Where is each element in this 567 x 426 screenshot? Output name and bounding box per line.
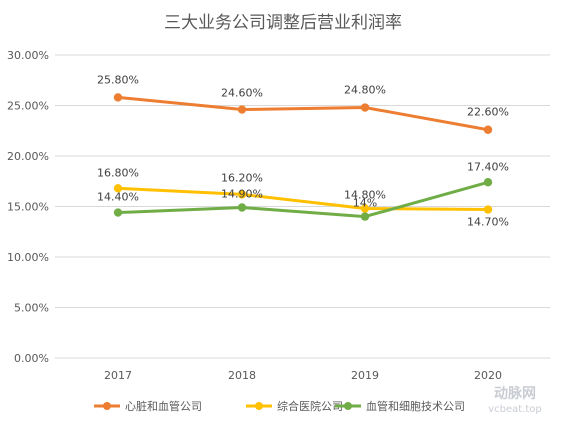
y-tick-label: 25.00% [7,100,49,113]
data-label: 14.90% [221,188,263,201]
data-point [237,203,247,212]
data-point [113,208,123,217]
x-tick-label: 2017 [104,369,132,382]
x-tick-label: 2018 [228,369,256,382]
watermark-brand: 动脉网 [494,385,536,402]
y-tick-label: 5.00% [14,302,49,315]
legend-swatch-marker [255,402,263,410]
data-point [237,190,247,199]
data-label: 24.60% [221,87,263,100]
x-tick-label: 2019 [351,369,379,382]
data-label: 14% [353,197,377,210]
data-point [360,212,370,221]
data-label: 16.20% [221,171,263,184]
data-label: 24.80% [344,84,386,97]
data-label: 17.40% [467,160,509,173]
legend-swatch-marker [344,402,352,410]
watermark-site: vcbeat.top [488,404,542,415]
y-tick-label: 0.00% [14,352,49,365]
series-line [117,186,489,212]
y-tick-label: 20.00% [7,150,49,163]
data-label: 25.80% [97,73,139,86]
data-point [360,103,370,112]
y-tick-label: 10.00% [7,251,49,264]
data-point [113,93,123,102]
legend-swatch-marker [103,402,111,410]
data-point [483,178,493,187]
data-point [113,184,123,193]
data-point [483,125,493,134]
series-line [117,180,489,219]
y-tick-label: 30.00% [7,49,49,62]
legend-label: 心脏和血管公司 [125,399,202,413]
y-tick-label: 15.00% [7,201,49,214]
data-label: 16.80% [97,166,139,179]
chart-title: 三大业务公司调整后营业利润率 [164,13,402,33]
legend-label: 综合医院公司 [277,399,343,413]
data-point [483,205,493,214]
x-tick-label: 2020 [474,369,502,382]
data-point [237,105,247,114]
data-label: 22.60% [467,106,509,119]
legend-label: 血管和细胞技术公司 [366,399,465,413]
data-point [360,204,370,213]
data-label: 14.80% [344,189,386,202]
data-label: 14.40% [97,191,139,204]
data-label: 14.70% [467,216,509,229]
series-line [117,95,489,132]
